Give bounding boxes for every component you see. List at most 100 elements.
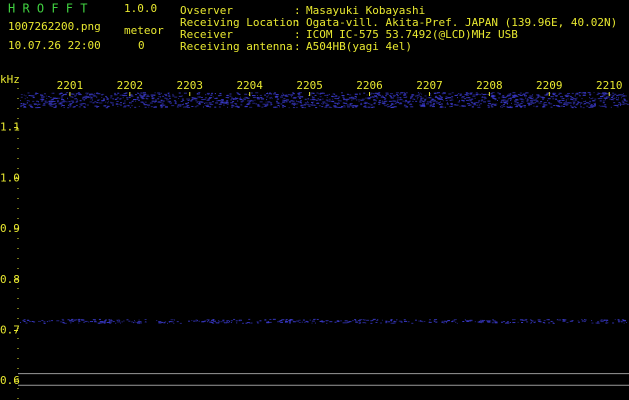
noise-dot [543, 320, 546, 322]
noise-dot [60, 321, 63, 323]
noise-dot [106, 321, 110, 323]
noise-dot [610, 106, 612, 108]
noise-dot [282, 101, 286, 103]
info-label: Ovserver [180, 4, 233, 17]
noise-dot [117, 321, 121, 323]
noise-dot [602, 105, 606, 107]
noise-dot [186, 105, 188, 107]
noise-dot [293, 103, 297, 105]
noise-dot [337, 320, 340, 322]
noise-dot [506, 321, 509, 323]
noise-dot [256, 95, 258, 97]
noise-dot [605, 322, 608, 324]
noise-dot [203, 102, 205, 104]
noise-dot [285, 101, 288, 103]
x-tick-label: 2204 [236, 79, 263, 92]
noise-dot [107, 100, 109, 102]
noise-dot [102, 93, 105, 95]
noise-dot [316, 92, 319, 94]
noise-dot [507, 99, 509, 101]
noise-dot [370, 322, 373, 324]
noise-dot [490, 93, 493, 95]
noise-dot [357, 99, 361, 101]
noise-dot [203, 321, 206, 323]
noise-dot [252, 97, 256, 99]
noise-dot [517, 99, 519, 101]
noise-dot [621, 319, 624, 321]
noise-dot [230, 99, 233, 101]
noise-dot [563, 319, 567, 321]
noise-dot [265, 101, 267, 103]
noise-dot [146, 94, 149, 96]
noise-dot [328, 98, 331, 100]
noise-dot [51, 103, 53, 105]
noise-dot [123, 103, 125, 105]
noise-dot [595, 102, 597, 104]
noise-dot [89, 321, 93, 323]
noise-dot [532, 97, 534, 99]
noise-dot [515, 105, 518, 107]
noise-dot [405, 92, 408, 94]
info-label: Receiver [180, 28, 233, 41]
noise-dot [159, 105, 162, 107]
noise-dot [390, 97, 394, 99]
noise-dot [451, 98, 453, 100]
noise-dot [318, 93, 321, 95]
noise-dot [230, 320, 233, 322]
noise-dot [178, 98, 180, 100]
noise-dot [395, 101, 399, 103]
noise-dot [261, 106, 264, 108]
noise-dot [613, 104, 615, 106]
noise-dot [137, 321, 141, 323]
noise-dot [543, 106, 546, 108]
noise-dot [454, 104, 457, 106]
noise-dot [469, 319, 473, 321]
noise-dot [300, 102, 302, 104]
noise-dot [466, 99, 469, 101]
noise-dot [267, 101, 271, 103]
noise-dot [40, 100, 43, 102]
noise-dot [428, 321, 430, 323]
noise-dot [244, 96, 247, 98]
noise-dot [509, 97, 512, 99]
noise-dot [298, 319, 301, 321]
noise-dot [190, 100, 193, 102]
noise-dot [373, 102, 376, 104]
noise-dot [599, 92, 601, 94]
noise-dot [160, 107, 163, 109]
noise-dot [503, 101, 507, 103]
noise-dot [589, 93, 592, 95]
noise-dot [168, 321, 172, 323]
noise-dot [467, 320, 471, 322]
y-tick-label: 0.7 [0, 323, 20, 336]
noise-dot [211, 101, 214, 103]
noise-dot [136, 322, 138, 324]
noise-dot [100, 94, 103, 96]
noise-dot [300, 104, 304, 106]
noise-dot [169, 102, 171, 104]
noise-dot [61, 95, 64, 97]
noise-dot [503, 103, 505, 105]
noise-dot [577, 101, 580, 103]
noise-dot [296, 320, 299, 322]
noise-dot [308, 106, 311, 108]
noise-dot [240, 101, 243, 103]
noise-dot [153, 106, 156, 108]
noise-dot [399, 93, 402, 95]
noise-dot [532, 99, 535, 101]
noise-dot [336, 320, 339, 322]
noise-dot [531, 319, 533, 321]
noise-dot [614, 93, 617, 95]
noise-dot [491, 95, 494, 97]
noise-dot [530, 322, 532, 324]
noise-dot [135, 100, 137, 102]
noise-dot [266, 99, 268, 101]
noise-dot [327, 94, 329, 96]
noise-dot [360, 102, 362, 104]
noise-dot [29, 321, 32, 323]
noise-dot [173, 322, 175, 324]
noise-dot [111, 321, 113, 323]
noise-dot [309, 99, 313, 101]
noise-dot [89, 101, 92, 103]
noise-dot [69, 96, 73, 98]
